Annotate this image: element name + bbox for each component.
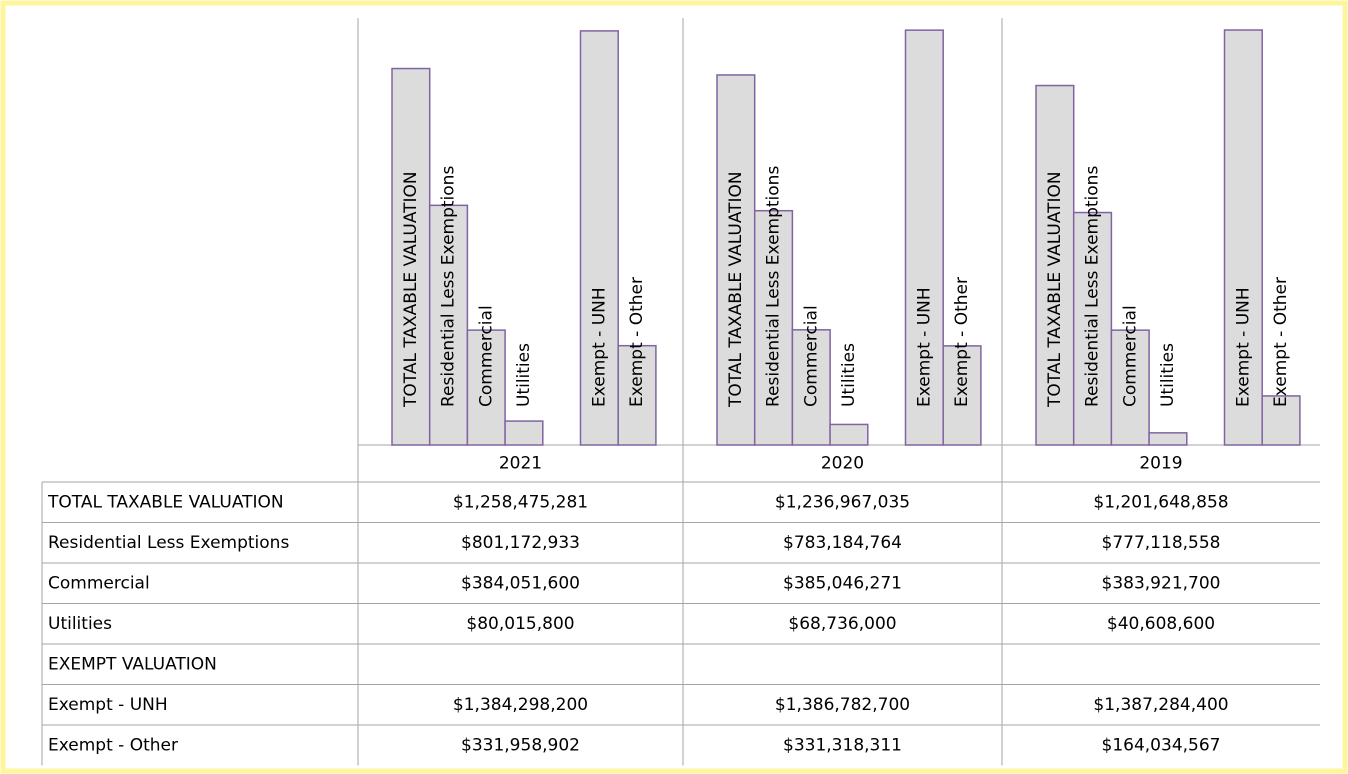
bar-label: Exempt - UNH	[914, 287, 934, 407]
bar	[753, 209, 794, 446]
bar-label: Commercial	[476, 305, 496, 407]
value-cell: $385,046,271	[783, 573, 902, 593]
value-cell: $783,184,764	[783, 533, 902, 553]
row-label: Commercial	[48, 573, 150, 593]
value-cell: $80,015,800	[466, 614, 574, 634]
bar-label: TOTAL TAXABLE VALUATION	[726, 171, 746, 408]
row-label: Residential Less Exemptions	[48, 533, 289, 553]
bar-label: Exempt - Other	[952, 277, 972, 407]
bar-label: Exempt - Other	[627, 277, 647, 407]
value-cell: $1,258,475,281	[453, 492, 588, 512]
year-header: 2021	[499, 454, 542, 474]
value-cell: $331,318,311	[783, 735, 902, 755]
row-label: Utilities	[48, 614, 112, 634]
bar	[904, 29, 944, 446]
bar-label: Commercial	[1120, 305, 1140, 407]
bar-label: Residential Less Exemptions	[1083, 166, 1103, 407]
bar	[466, 329, 506, 446]
bar-label: TOTAL TAXABLE VALUATION	[401, 171, 421, 408]
row-label: TOTAL TAXABLE VALUATION	[47, 492, 284, 512]
bar-label: TOTAL TAXABLE VALUATION	[1045, 171, 1065, 408]
bar-label: Exempt - Other	[1271, 277, 1291, 407]
bar	[1261, 395, 1301, 446]
value-cell: $801,172,933	[461, 533, 580, 553]
bar	[791, 329, 831, 446]
value-cell: $384,051,600	[461, 573, 580, 593]
row-label: Exempt - UNH	[48, 695, 168, 715]
bar-label: Utilities	[1158, 343, 1178, 407]
value-cell: $164,034,567	[1102, 735, 1221, 755]
value-cell: $40,608,600	[1107, 614, 1215, 634]
bar-label: Exempt - UNH	[1233, 287, 1253, 407]
value-cell: $68,736,000	[788, 614, 896, 634]
bar	[1148, 432, 1188, 446]
value-cell: $331,958,902	[461, 735, 580, 755]
bar	[504, 420, 544, 446]
bar	[829, 423, 869, 446]
bar	[391, 67, 431, 446]
bar-label: Residential Less Exemptions	[439, 166, 459, 407]
bar	[1110, 329, 1150, 446]
bar-label: Commercial	[801, 305, 821, 407]
bar	[716, 74, 756, 446]
value-cell: $1,236,967,035	[775, 492, 910, 512]
bar-label: Residential Less Exemptions	[764, 166, 784, 407]
bar-label: Utilities	[839, 343, 859, 407]
value-cell: $1,387,284,400	[1093, 695, 1228, 715]
value-cell: $1,384,298,200	[453, 695, 588, 715]
value-cell: $1,386,782,700	[775, 695, 910, 715]
value-cell: $777,118,558	[1102, 533, 1221, 553]
year-header: 2019	[1139, 454, 1182, 474]
value-cell: $1,201,648,858	[1093, 492, 1228, 512]
bar	[1223, 29, 1263, 446]
bar-label: Utilities	[514, 343, 534, 407]
row-label: Exempt - Other	[48, 735, 178, 755]
year-header: 2020	[821, 454, 864, 474]
bar	[1072, 211, 1113, 446]
bar	[617, 344, 657, 446]
bar	[428, 204, 469, 446]
bar	[579, 30, 619, 446]
row-label: EXEMPT VALUATION	[48, 654, 217, 674]
bar	[942, 345, 982, 446]
value-cell: $383,921,700	[1102, 573, 1221, 593]
bar-label: Exempt - UNH	[589, 287, 609, 407]
